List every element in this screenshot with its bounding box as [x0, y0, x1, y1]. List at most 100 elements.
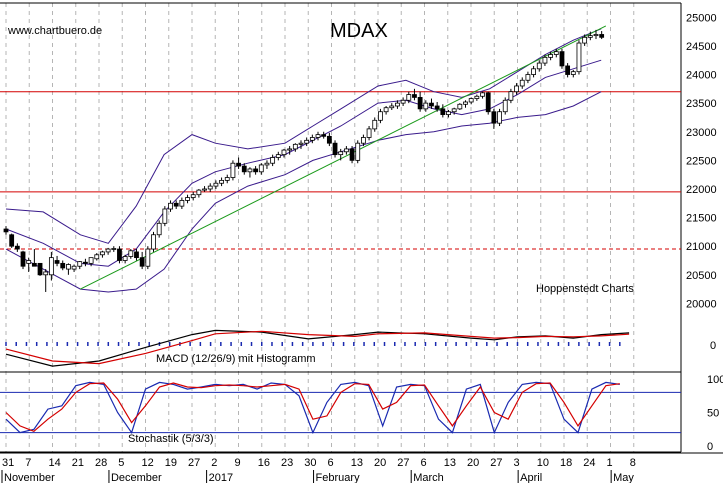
month-label: 2017	[209, 472, 233, 483]
candle-body	[559, 51, 565, 67]
price-tick-label: 21500	[686, 213, 717, 225]
candle-body	[54, 260, 60, 264]
candle-body	[134, 251, 139, 259]
candle-body	[20, 251, 26, 267]
candle-body	[224, 177, 230, 181]
candle-body	[31, 262, 37, 267]
candles	[3, 29, 605, 292]
x-tick-label: 28	[95, 457, 107, 469]
candle-body	[389, 105, 395, 109]
candle-body	[179, 200, 185, 207]
price-tick-label: 21000	[686, 241, 717, 253]
trendline-segment	[80, 25, 607, 290]
price-tick-label: 24000	[686, 70, 717, 82]
candle-body	[548, 54, 554, 58]
x-tick-label: 8	[630, 457, 636, 469]
candle-body	[292, 143, 298, 150]
candle-body	[281, 149, 287, 156]
candle-body	[599, 34, 605, 38]
x-tick-label: 2	[211, 457, 217, 469]
candle-body	[474, 95, 480, 99]
macd-signal-line	[5, 330, 630, 365]
x-tick-label: 6	[328, 457, 334, 469]
candle-body	[122, 256, 128, 261]
candle-body	[349, 148, 355, 161]
candle-body	[417, 97, 423, 110]
x-tick-label: 6	[421, 457, 427, 469]
candle-body	[66, 264, 71, 270]
price-tick-label: 22500	[686, 155, 717, 167]
candle-body	[156, 222, 162, 236]
candle-body	[298, 142, 304, 145]
credit-label: Hoppenstedt Charts	[536, 283, 634, 295]
price-tick-label: 23500	[686, 98, 717, 110]
candle-body	[43, 271, 49, 276]
candle-body	[258, 164, 264, 173]
x-tick-label: 27	[490, 457, 502, 469]
candle-body	[151, 234, 156, 250]
candle-body	[412, 94, 417, 98]
candle-body	[117, 248, 122, 261]
price-tick-label: 20500	[686, 270, 717, 282]
candle-body	[531, 68, 536, 75]
candle-body	[463, 101, 468, 105]
vertical-gridlines	[5, 3, 635, 452]
candle-body	[587, 35, 593, 38]
candle-body	[128, 250, 134, 257]
macd-label: MACD (12/26/9) mit Histogramm	[156, 353, 316, 365]
candle-body	[14, 245, 20, 250]
stochastic-tick-label: 50	[707, 408, 719, 420]
candle-body	[553, 51, 559, 55]
bollinger-middle	[5, 59, 602, 267]
x-tick-label: 21	[72, 457, 84, 469]
candle-body	[355, 142, 361, 161]
candle-body	[315, 134, 321, 138]
month-label: March	[413, 472, 444, 483]
price-axis-labels: 20000 20500 21000 21500 22000 22500 23000 23500…	[686, 12, 717, 310]
candle-body	[565, 65, 571, 75]
x-tick-label: 27	[397, 457, 409, 469]
candle-body	[343, 148, 349, 153]
candle-body	[525, 74, 531, 81]
candle-body	[332, 142, 338, 156]
candle-body	[434, 105, 440, 110]
candle-body	[247, 168, 253, 173]
x-tick-label: 13	[351, 457, 363, 469]
candle-body	[429, 102, 434, 107]
price-tick-label: 25000	[686, 12, 717, 24]
month-label: November	[4, 472, 55, 483]
candle-body	[202, 188, 207, 191]
candle-body	[321, 134, 327, 137]
candle-body	[145, 248, 151, 267]
candle-body	[457, 103, 463, 110]
price-tick-label: 20000	[686, 298, 717, 310]
candle-body	[168, 202, 173, 210]
candle-body	[185, 197, 190, 201]
macd-zero-label: 0	[710, 340, 716, 352]
candle-body	[400, 99, 406, 104]
x-tick-label: 20	[467, 457, 479, 469]
candle-body	[378, 111, 383, 121]
month-label: May	[613, 472, 634, 483]
candle-body	[582, 36, 588, 44]
candle-body	[270, 157, 276, 164]
stochastic-label: Stochastik (5/3/3)	[128, 433, 214, 445]
candle-body	[593, 34, 599, 37]
candle-body	[519, 79, 525, 87]
candle-body	[236, 162, 241, 167]
bollinger-lower	[5, 91, 602, 293]
x-tick-label: 27	[188, 457, 200, 469]
panel-borders	[0, 2, 723, 454]
candle-body	[275, 154, 281, 158]
candle-body	[37, 262, 43, 276]
candle-body	[451, 108, 457, 113]
bollinger-upper	[5, 28, 602, 244]
month-label: April	[520, 472, 542, 483]
candle-body	[196, 189, 202, 196]
horizontal-lines	[0, 91, 681, 250]
candle-body	[26, 260, 32, 264]
x-tick-label: 12	[142, 457, 154, 469]
candle-body	[48, 257, 54, 276]
candle-body	[241, 165, 247, 173]
